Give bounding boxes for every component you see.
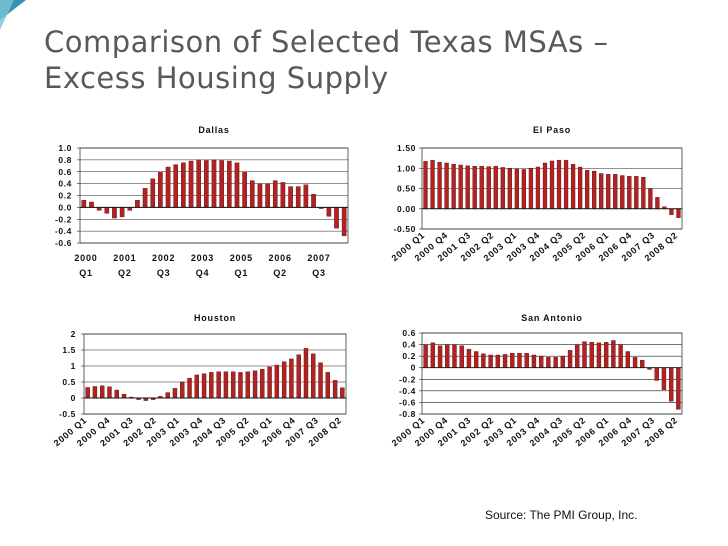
dallas-x-quarter-label: Q1 [235,268,249,278]
source-note: Source: The PMI Group, Inc. [485,508,638,522]
san-antonio-bar [531,354,537,368]
houston-y-tick-label: 2 [71,329,76,339]
dallas-y-tick-label: 1.0 [58,143,72,153]
slide-title: Comparison of Selected Texas MSAs – Exce… [44,24,724,96]
san-antonio-bar [473,351,479,368]
dallas-y-tick-label: -0.6 [55,238,72,248]
dallas-x-year-label: 2000 [74,253,97,263]
san-antonio-bar [524,353,529,368]
san-antonio-bar [640,359,645,368]
san-antonio-bar [488,354,493,368]
san-antonio-bar [611,340,616,368]
el-paso-y-tick-label: 1.00 [397,163,416,173]
san-antonio-chart-title: San Antonio [521,313,582,323]
dallas-x-quarter-label: Q4 [196,268,210,278]
san-antonio-bar [589,342,594,368]
san-antonio-y-tick-label: 0.2 [402,351,416,361]
slide-title-line-1: Comparison of Selected Texas MSAs – [44,25,609,59]
dallas-x-year-label: 2006 [269,253,292,263]
san-antonio-bar [445,344,450,368]
houston-y-tick-label: 1.5 [62,345,76,355]
dallas-x-year-label: 2007 [307,253,330,263]
el-paso-y-tick-label: 0.50 [397,184,416,194]
dallas-y-tick-label: 0.6 [58,167,72,177]
houston-plot-frame [83,333,347,415]
san-antonio-bar [603,342,609,368]
dallas-x-quarter-label: Q1 [79,268,93,278]
el-paso-y-tick-label: 0.00 [397,204,416,214]
san-antonio-bar [437,345,443,368]
dallas-x-year-label: 2002 [152,253,175,263]
dallas-y-tick-label: 0.0 [58,202,72,212]
san-antonio-y-tick-label: -0.2 [399,374,416,384]
san-antonio-bar [452,344,457,368]
el-paso-chart-title: El Paso [533,125,571,135]
dallas-chart-title: Dallas [198,125,229,135]
san-antonio-bar [459,345,464,368]
dallas-y-tick-label: -0.2 [55,214,72,224]
dallas-x-quarter-label: Q2 [273,268,287,278]
san-antonio-bar [517,353,522,368]
san-antonio-bar [567,350,573,368]
san-antonio-bar [632,357,638,368]
dallas-y-tick-label: -0.4 [55,226,72,236]
san-antonio-bar [596,342,602,368]
dallas-plot-frame [79,147,349,244]
dallas-x-quarter-label: Q3 [312,268,326,278]
dallas-y-tick-label: 0.4 [58,179,72,189]
dallas-x-quarter-label: Q3 [157,268,171,278]
san-antonio-y-tick-label: -0.4 [399,386,416,396]
san-antonio-bar [466,349,472,368]
san-antonio-bar [676,367,681,410]
san-antonio-bar [625,351,631,368]
san-antonio-bar [560,355,566,368]
san-antonio-bar [582,341,587,368]
slide-title-line-2: Excess Housing Supply [44,61,389,95]
san-antonio-y-tick-label: 0 [411,363,416,373]
dallas-x-year-label: 2003 [191,253,214,263]
san-antonio-bar [423,344,428,368]
el-paso-y-tick-label: -0.50 [394,224,416,234]
el-paso-plot-frame [421,147,683,230]
el-paso-y-tick-label: 1.50 [397,143,416,153]
dallas-x-quarter-label: Q2 [118,268,132,278]
san-antonio-plot-frame [421,332,683,415]
san-antonio-bar [661,367,667,390]
san-antonio-bar [618,344,623,368]
san-antonio-bar [538,355,544,368]
san-antonio-bar [430,342,436,368]
dallas-x-year-label: 2005 [230,253,253,263]
houston-y-tick-label: 0.5 [62,377,76,387]
dallas-y-tick-label: 0.8 [58,155,72,165]
san-antonio-bar [668,367,674,402]
san-antonio-y-tick-label: -0.6 [399,397,416,407]
dallas-y-tick-label: 0.2 [58,191,72,201]
san-antonio-y-tick-label: 0.4 [402,340,416,350]
san-antonio-y-tick-label: -0.8 [399,409,416,419]
san-antonio-bar [510,353,515,368]
san-antonio-bar [575,344,580,368]
san-antonio-bar [553,357,558,368]
houston-y-tick-label: 0 [71,393,76,403]
san-antonio-y-tick-label: 0.6 [402,328,416,338]
san-antonio-bar [502,354,508,368]
san-antonio-bar [481,353,486,368]
san-antonio-bar [654,367,659,381]
houston-chart-title: Houston [194,313,236,323]
san-antonio-bar [546,357,551,368]
san-antonio-bar [495,354,501,368]
dallas-x-year-label: 2001 [113,253,136,263]
houston-y-tick-label: -0.5 [59,409,76,419]
houston-y-tick-label: 1 [71,361,76,371]
